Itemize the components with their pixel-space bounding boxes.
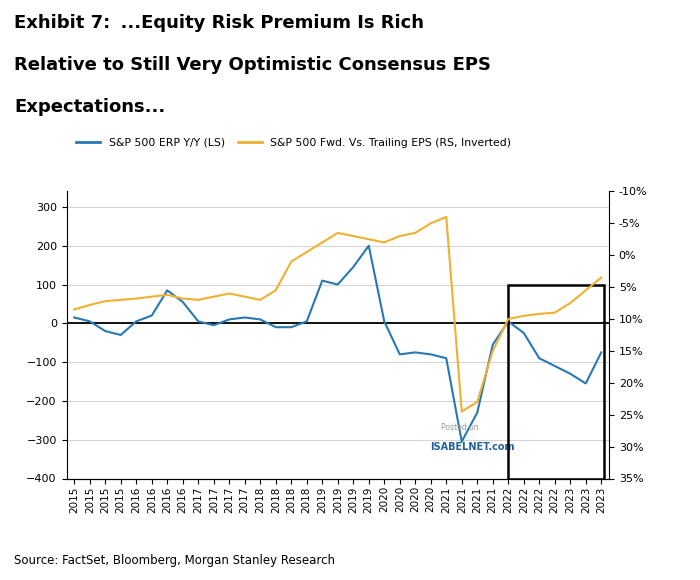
- Bar: [508, 285, 604, 478]
- Legend: S&P 500 ERP Y/Y (LS), S&P 500 Fwd. Vs. Trailing EPS (RS, Inverted): S&P 500 ERP Y/Y (LS), S&P 500 Fwd. Vs. T…: [72, 133, 516, 153]
- Text: Relative to Still Very Optimistic Consensus EPS: Relative to Still Very Optimistic Consen…: [14, 56, 491, 74]
- Text: Source: FactSet, Bloomberg, Morgan Stanley Research: Source: FactSet, Bloomberg, Morgan Stanl…: [14, 554, 335, 567]
- Text: Exhibit 7:: Exhibit 7:: [14, 14, 111, 32]
- Text: ISABELNET.com: ISABELNET.com: [430, 442, 514, 452]
- Text: Expectations...: Expectations...: [14, 98, 165, 116]
- Text: Posted on: Posted on: [441, 423, 478, 432]
- Text: ...Equity Risk Premium Is Rich: ...Equity Risk Premium Is Rich: [108, 14, 424, 32]
